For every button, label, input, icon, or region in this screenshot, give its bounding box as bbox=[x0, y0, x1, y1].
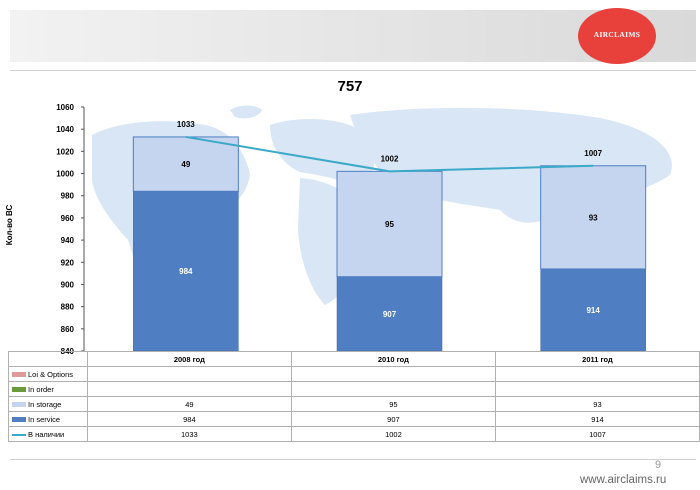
page-number: 9 bbox=[655, 459, 662, 471]
y-tick-label: 1000 bbox=[56, 170, 74, 179]
legend-key bbox=[12, 433, 26, 436]
table-cell: 907 bbox=[290, 411, 496, 427]
table-series-label: In storage bbox=[8, 396, 88, 412]
header-divider bbox=[10, 70, 696, 71]
bar-in-service bbox=[133, 191, 239, 352]
legend-label: In order bbox=[28, 384, 54, 394]
table-cell: 984 bbox=[86, 411, 292, 427]
bar-in-service bbox=[336, 276, 443, 352]
y-tick-label: 980 bbox=[61, 192, 75, 201]
airclaims-logo: AIRCLAIMS bbox=[578, 8, 656, 64]
table-corner-cell bbox=[8, 351, 88, 367]
y-tick-label: 1040 bbox=[56, 125, 74, 134]
legend-key bbox=[12, 402, 26, 408]
bar-in-storage bbox=[540, 165, 647, 270]
y-axis-label: Кол-во ВС bbox=[5, 205, 14, 246]
data-labels: 984 49 907 95 914 93 1033 1002 1007 bbox=[177, 120, 603, 319]
table-row: В наличии 1033 1002 1007 bbox=[8, 426, 700, 442]
y-tick-label: 1060 bbox=[56, 103, 74, 112]
logo-text: AIRCLAIMS bbox=[593, 30, 641, 39]
total-label: 1033 bbox=[177, 120, 195, 129]
table-header-row: 2008 год 2010 год 2011 год bbox=[8, 351, 700, 367]
in-storage-label: 95 bbox=[385, 220, 394, 229]
y-tick-label: 860 bbox=[61, 325, 75, 334]
table-cell bbox=[290, 366, 496, 382]
table-cell: 95 bbox=[290, 396, 496, 412]
table-cell: 1002 bbox=[290, 426, 496, 442]
table-category-header: 2011 год bbox=[494, 351, 700, 367]
total-line bbox=[185, 135, 594, 173]
y-tick-label: 880 bbox=[61, 303, 75, 312]
total-label: 1007 bbox=[584, 149, 602, 158]
legend-label: В наличии bbox=[28, 429, 65, 439]
bars bbox=[132, 136, 647, 352]
in-storage-label: 49 bbox=[181, 160, 190, 169]
table-row: In order bbox=[8, 381, 700, 397]
table-cell: 1033 bbox=[86, 426, 292, 442]
table-cell: 49 bbox=[86, 396, 292, 412]
y-tick-label: 960 bbox=[61, 214, 75, 223]
table-cell bbox=[494, 366, 700, 382]
table-cell bbox=[290, 381, 496, 397]
table-cell bbox=[86, 366, 292, 382]
table-series-label: In order bbox=[8, 381, 88, 397]
y-tick-label: 940 bbox=[61, 236, 75, 245]
table-cell bbox=[494, 381, 700, 397]
data-table: 2008 год 2010 год 2011 год Loi & Options In … bbox=[8, 351, 700, 442]
table-category-header: 2010 год bbox=[290, 351, 496, 367]
bar-in-storage bbox=[336, 170, 443, 278]
total-label: 1002 bbox=[381, 154, 399, 163]
total-line-path bbox=[185, 135, 594, 173]
legend-key bbox=[12, 417, 26, 423]
legend-key bbox=[12, 372, 26, 378]
table-row: In storage 49 95 93 bbox=[8, 396, 700, 412]
y-tick-label: 920 bbox=[61, 258, 75, 267]
table-series-label: В наличии bbox=[8, 426, 88, 442]
footer-divider bbox=[10, 459, 696, 460]
table-row: Loi & Options bbox=[8, 366, 700, 382]
in-storage-label: 93 bbox=[589, 213, 598, 222]
in-service-label: 907 bbox=[383, 310, 397, 319]
footer-url[interactable]: www.airclaims.ru bbox=[580, 474, 667, 486]
table-category-header: 2008 год bbox=[86, 351, 292, 367]
table-series-label: In service bbox=[8, 411, 88, 427]
table-series-label: Loi & Options bbox=[8, 366, 88, 382]
legend-key bbox=[12, 387, 26, 393]
chart-area: 8408608809009209409609801000102010401060… bbox=[5, 103, 672, 356]
in-service-label: 914 bbox=[586, 306, 600, 315]
legend-label: In service bbox=[28, 414, 61, 424]
table-cell: 1007 bbox=[494, 426, 700, 442]
table-cell: 93 bbox=[494, 396, 700, 412]
y-tick-label: 1020 bbox=[56, 147, 74, 156]
table-cell bbox=[86, 381, 292, 397]
map-landmass bbox=[270, 118, 375, 185]
legend-label: In storage bbox=[28, 399, 62, 409]
chart-title: 757 bbox=[337, 78, 363, 95]
y-tick-label: 900 bbox=[61, 280, 75, 289]
table-row: In service 984 907 914 bbox=[8, 411, 700, 427]
legend-label: Loi & Options bbox=[28, 369, 74, 379]
table-cell: 914 bbox=[494, 411, 700, 427]
map-landmass bbox=[230, 105, 262, 119]
in-service-label: 984 bbox=[179, 267, 193, 276]
bar-in-service bbox=[540, 268, 646, 352]
